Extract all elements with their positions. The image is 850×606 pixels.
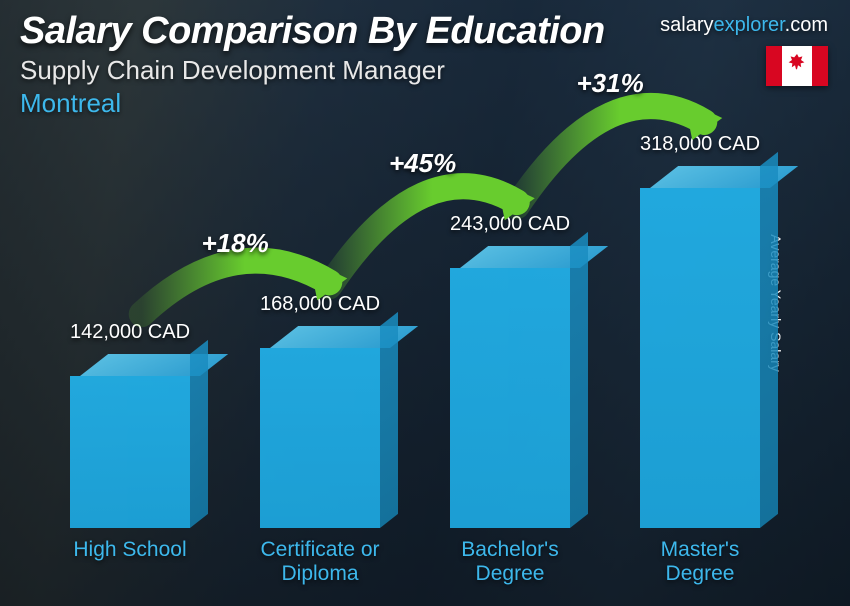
brand-part2: explorer: [714, 14, 785, 36]
flag-leaf-icon: [782, 46, 812, 86]
bar-value-label: 142,000 CAD: [70, 321, 190, 344]
x-labels: High School Certificate orDiploma Bachelor…: [40, 538, 790, 586]
bar-side: [760, 152, 778, 528]
x-label-0: High School: [50, 538, 210, 586]
bar-2: 243,000 CAD: [430, 213, 590, 528]
brand-part3: .com: [785, 14, 828, 36]
bars-container: 142,000 CAD168,000 CAD243,000 CAD318,000…: [40, 148, 790, 528]
bar-value-label: 318,000 CAD: [640, 133, 760, 156]
subtitle: Supply Chain Development Manager: [20, 55, 830, 86]
bar-front: [450, 268, 570, 528]
chart-area: 142,000 CAD168,000 CAD243,000 CAD318,000…: [40, 148, 790, 588]
bar-1: 168,000 CAD: [240, 293, 400, 528]
bar-3d: [640, 166, 760, 528]
flag-stripe-left: [766, 46, 782, 86]
bar-side: [380, 312, 398, 528]
bar-3d: [70, 354, 190, 528]
brand-logo: salaryexplorer.com: [660, 14, 828, 37]
bar-side: [570, 232, 588, 528]
bar-side: [190, 340, 208, 528]
x-label-1: Certificate orDiploma: [240, 538, 400, 586]
x-label-2: Bachelor'sDegree: [430, 538, 590, 586]
bar-value-label: 243,000 CAD: [450, 213, 570, 236]
bar-front: [70, 376, 190, 528]
flag-canada: [766, 46, 828, 86]
x-label-3: Master'sDegree: [620, 538, 780, 586]
bar-front: [640, 188, 760, 528]
flag-stripe-right: [812, 46, 828, 86]
bar-0: 142,000 CAD: [50, 321, 210, 528]
bar-3d: [260, 326, 380, 528]
bar-3d: [450, 246, 570, 528]
location: Montreal: [20, 88, 830, 119]
brand-part1: salary: [660, 14, 713, 36]
bar-front: [260, 348, 380, 528]
bar-3: 318,000 CAD: [620, 133, 780, 528]
bar-value-label: 168,000 CAD: [260, 293, 380, 316]
